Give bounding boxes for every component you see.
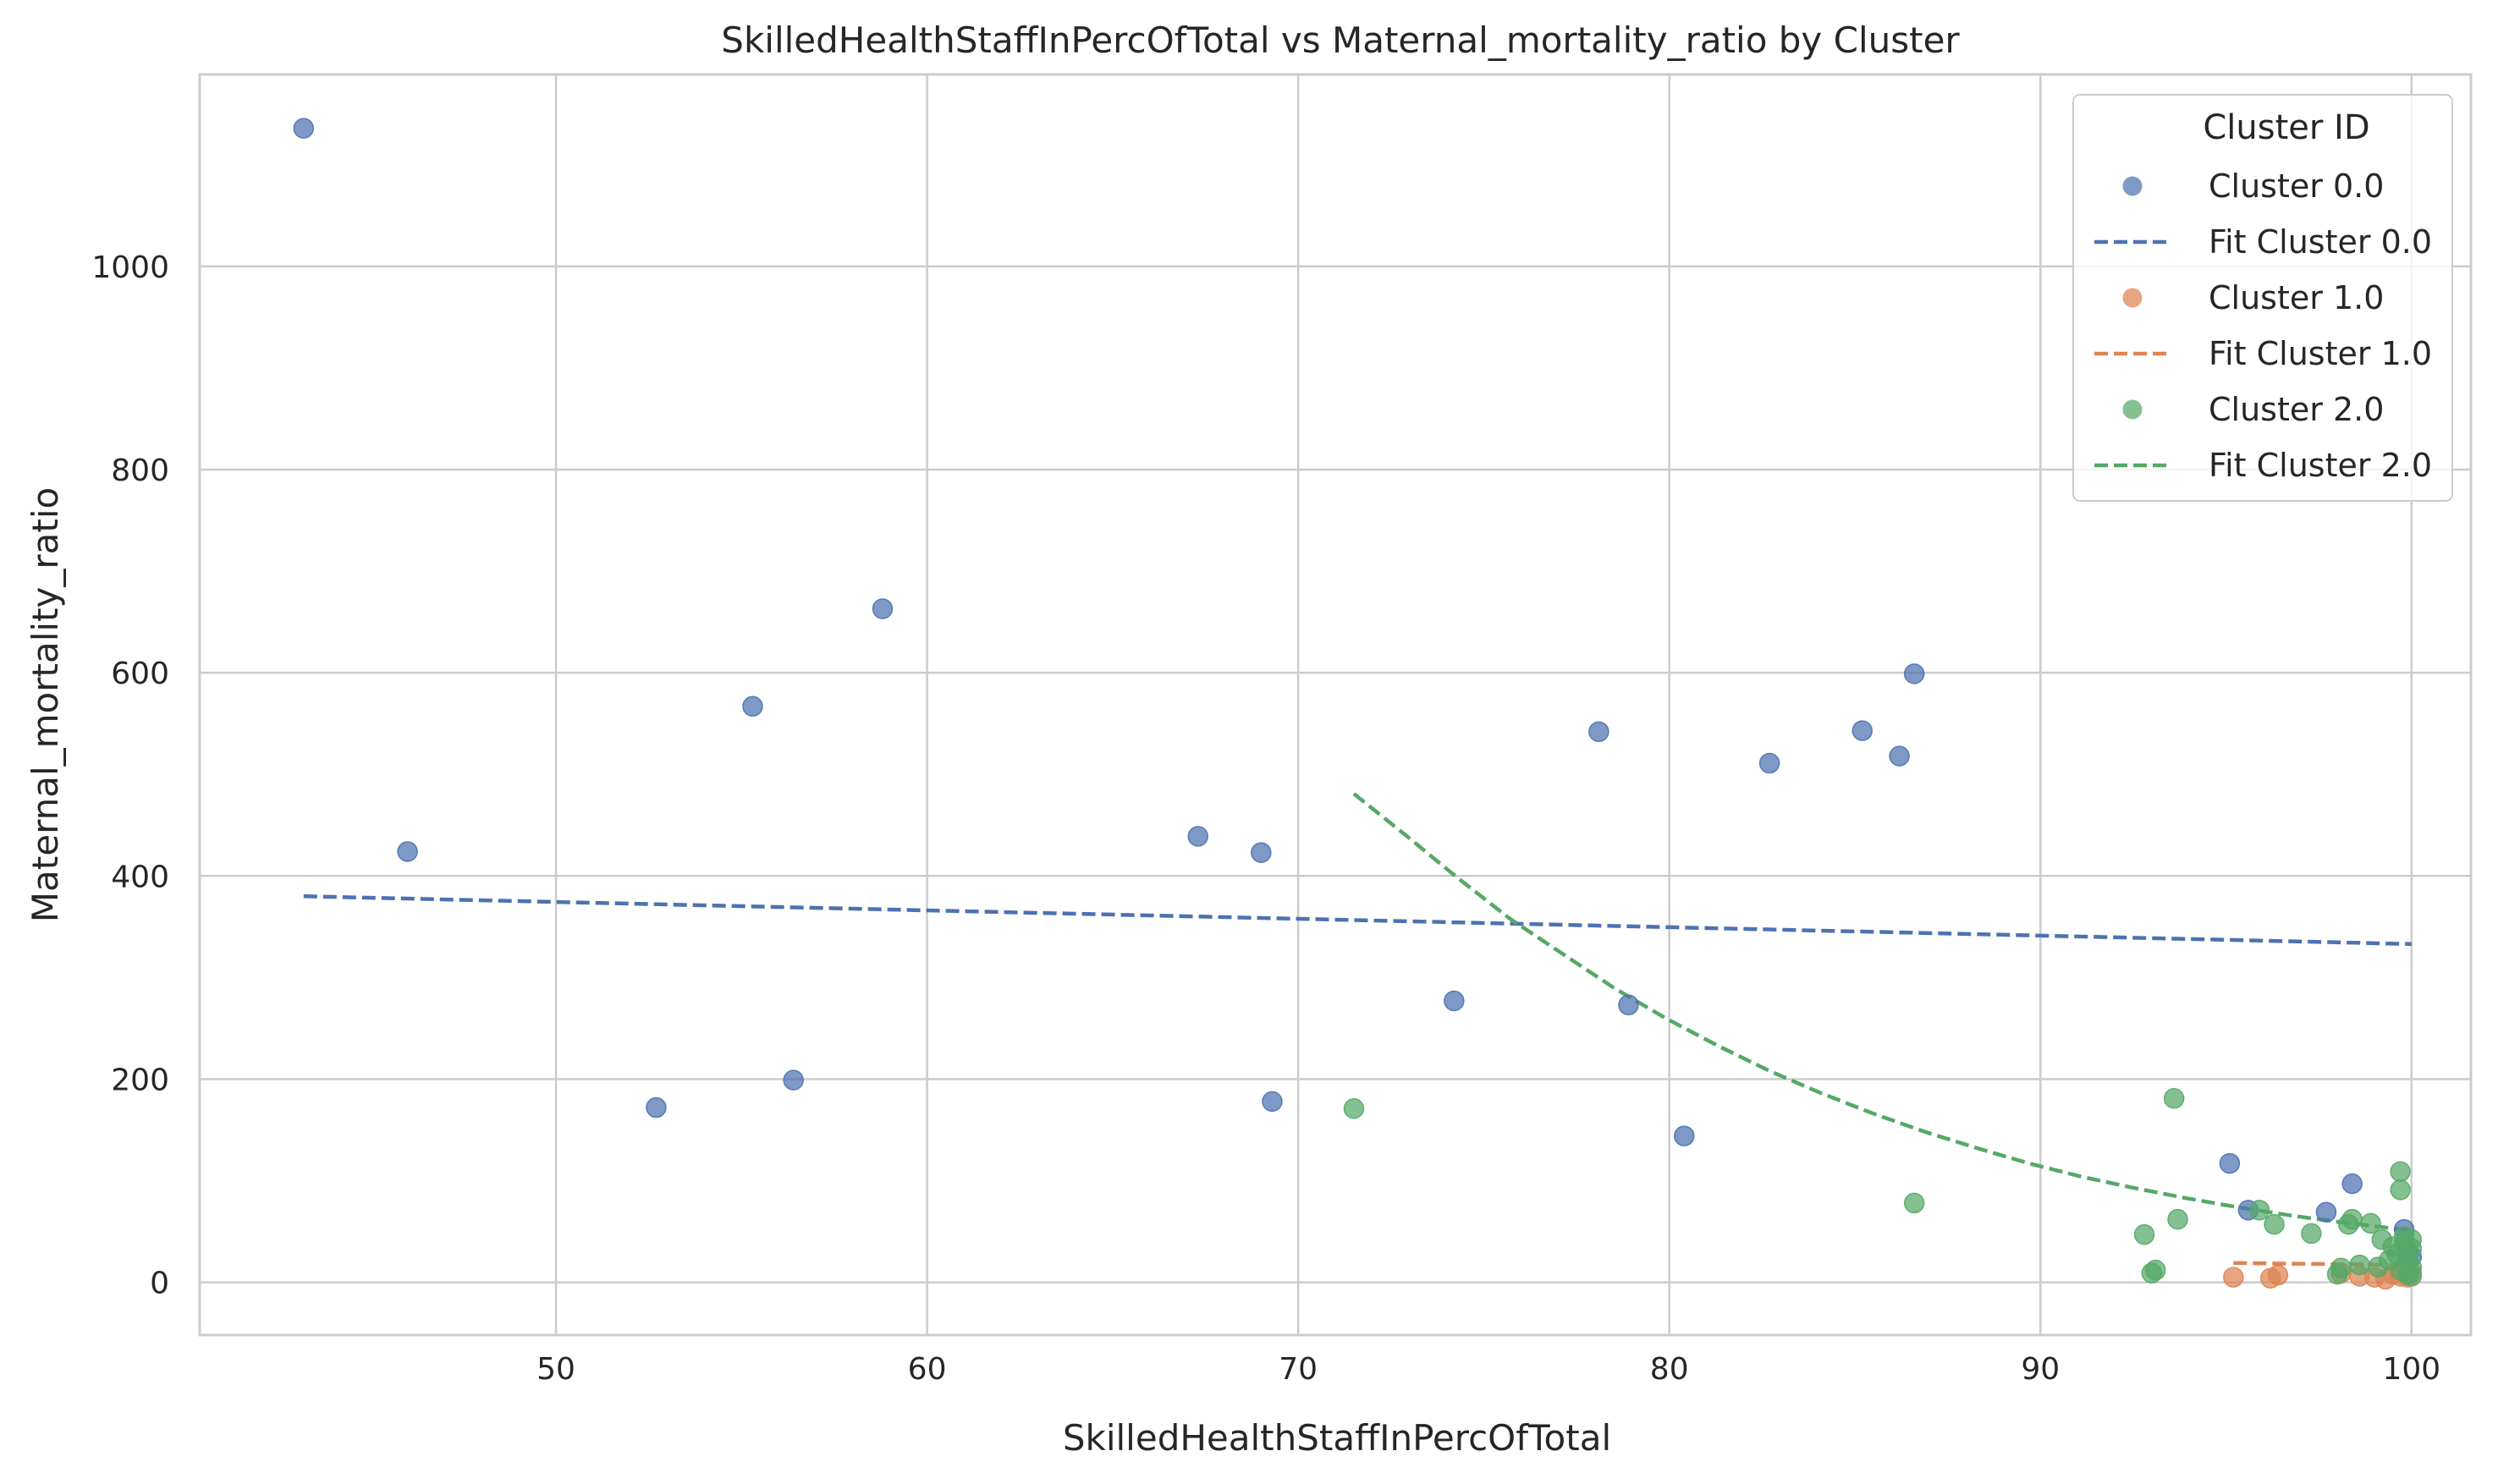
cluster-2-point [2401, 1228, 2423, 1250]
legend-label: Cluster 2.0 [2209, 391, 2384, 428]
cluster-0-point [1673, 1125, 1695, 1146]
x-tick-label: 50 [536, 1352, 575, 1387]
cluster-0-point [1618, 994, 1639, 1016]
x-tick-label: 80 [1650, 1352, 1689, 1387]
cluster-2-point [2163, 1087, 2185, 1109]
x-tick-label: 60 [908, 1352, 947, 1387]
y-tick-label: 200 [111, 1063, 169, 1097]
legend-marker [2122, 176, 2143, 196]
y-axis-label: Maternal_mortality_ratio [25, 487, 66, 922]
cluster-2-point [2301, 1223, 2322, 1245]
cluster-0-point [1903, 663, 1925, 684]
fit-lines [303, 792, 2413, 1267]
y-tick-label: 1000 [91, 250, 169, 285]
legend-label: Fit Cluster 0.0 [2209, 223, 2432, 261]
cluster-2-point [2341, 1208, 2363, 1230]
cluster-0-point [1889, 745, 1910, 767]
cluster-0-fit-line [303, 894, 2412, 947]
x-tick-label: 100 [2382, 1352, 2440, 1387]
cluster-2-point [2330, 1257, 2352, 1279]
cluster-2-point [2264, 1213, 2285, 1235]
cluster-2-point [2133, 1223, 2155, 1245]
cluster-0-point [397, 841, 418, 862]
y-tick-label: 600 [111, 657, 169, 691]
cluster-0-point [2341, 1173, 2363, 1195]
cluster-2-point [2401, 1266, 2423, 1287]
legend-label: Cluster 1.0 [2209, 279, 2384, 316]
cluster-0-point [1262, 1091, 1283, 1113]
legend-marker [2122, 288, 2143, 308]
chart-title: SkilledHealthStaffInPercOfTotal vs Mater… [721, 19, 1960, 61]
cluster-2-point [2248, 1200, 2270, 1221]
plot-frame [198, 73, 2473, 1337]
cluster-2-point [2390, 1179, 2411, 1201]
legend-title: Cluster ID [2203, 108, 2369, 147]
cluster-0-point [742, 695, 763, 717]
cluster-0-point [2219, 1152, 2241, 1174]
legend-label: Fit Cluster 1.0 [2209, 335, 2432, 372]
y-tick-label: 400 [111, 860, 169, 894]
cluster-2-point [2360, 1212, 2381, 1234]
cluster-0-point [1758, 752, 1780, 774]
cluster-0-point [1251, 842, 1272, 863]
x-tick-label: 70 [1279, 1352, 1318, 1387]
cluster-2-point [1343, 1098, 1365, 1119]
data-points [293, 118, 2423, 1290]
y-tick-label: 800 [111, 453, 169, 488]
y-tick-label: 0 [150, 1267, 169, 1301]
cluster-0-point [646, 1097, 667, 1118]
cluster-0-point [1851, 720, 1874, 741]
cluster-0-point [872, 598, 894, 619]
y-axis-ticks: 0 200 400 600 800 1000 [91, 250, 169, 1301]
cluster-0-point [2315, 1201, 2337, 1223]
cluster-0-point [1187, 826, 1208, 847]
legend-box [2072, 94, 2453, 502]
cluster-2-point [2167, 1208, 2188, 1230]
x-axis-label: SkilledHealthStaffInPercOfTotal [1063, 1417, 1611, 1459]
x-axis-ticks: 50 60 70 80 90 100 [536, 1352, 2440, 1387]
legend-marker [2122, 399, 2143, 420]
cluster-0-point [783, 1069, 804, 1091]
cluster-0-point [293, 118, 315, 139]
x-tick-label: 90 [2021, 1352, 2060, 1387]
legend-label: Cluster 0.0 [2209, 168, 2384, 205]
cluster-2-point [1903, 1192, 1925, 1214]
cluster-0-point [1588, 721, 1609, 743]
cluster-1-point [2223, 1267, 2244, 1288]
legend: Cluster ID Cluster 0.0 Fit Cluster 0.0 Clu… [2072, 94, 2453, 502]
cluster-2-point [2349, 1254, 2370, 1276]
cluster-1-point [2267, 1264, 2289, 1286]
legend-label: Fit Cluster 2.0 [2209, 447, 2432, 484]
cluster-2-point [2390, 1161, 2411, 1182]
cluster-2-point [2144, 1259, 2166, 1281]
cluster-0-point [1444, 990, 1465, 1012]
cluster-2-fit-line [1352, 792, 2413, 1233]
